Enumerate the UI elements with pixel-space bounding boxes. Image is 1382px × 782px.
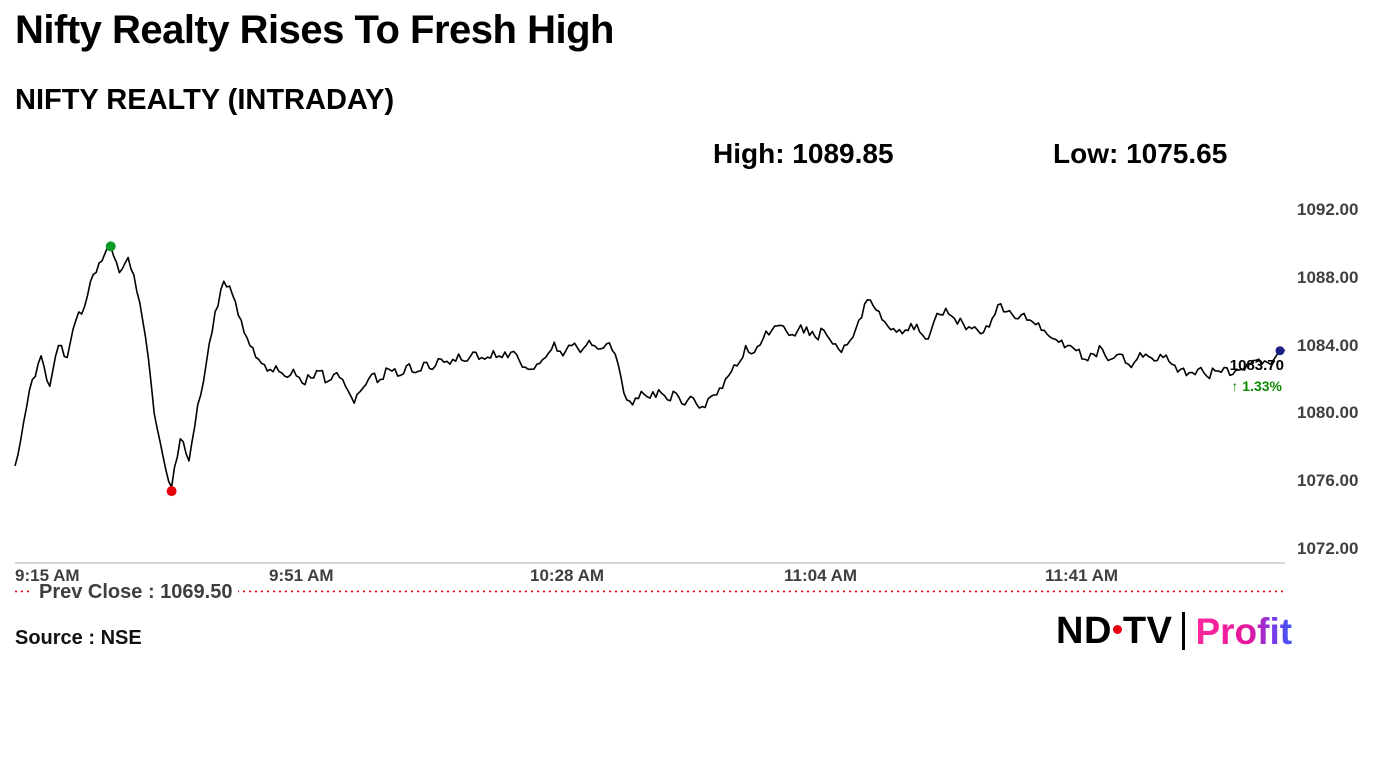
page-title: Nifty Realty Rises To Fresh High xyxy=(15,8,614,52)
low-label: Low: 1075.65 xyxy=(1053,138,1228,169)
y-tick-label: 1076.00 xyxy=(1297,471,1359,490)
x-tick-label: 10:28 AM xyxy=(530,566,605,585)
chart-subtitle: NIFTY REALTY (INTRADAY) xyxy=(15,84,395,116)
price-line xyxy=(14,245,1286,488)
last-marker xyxy=(1275,346,1285,356)
x-tick-label: 11:04 AM xyxy=(784,566,858,585)
ndtv-profit-logo: ND TV Profit xyxy=(1056,612,1292,650)
logo-separator-bar xyxy=(1182,612,1186,650)
last-change-label: ↑ 1.33% xyxy=(1231,378,1282,394)
high-marker xyxy=(105,241,116,252)
ndtv-red-dot-icon xyxy=(1112,624,1122,634)
prev-close-label: Prev Close : 1069.50 xyxy=(33,581,239,604)
profit-logo-text: Profit xyxy=(1195,610,1293,652)
y-tick-label: 1088.00 xyxy=(1297,268,1359,287)
y-tick-label: 1080.00 xyxy=(1297,403,1359,422)
high-label: High: 1089.85 xyxy=(713,138,894,169)
x-tick-label: 9:51 AM xyxy=(269,566,334,585)
y-tick-label: 1092.00 xyxy=(1297,200,1359,219)
y-tick-label: 1072.00 xyxy=(1297,539,1359,558)
source-label: Source : NSE xyxy=(15,627,142,649)
ndtv-logo-nd: ND xyxy=(1056,610,1112,652)
x-tick-label: 11:41 AM xyxy=(1045,566,1119,585)
low-marker xyxy=(166,486,177,497)
ndtv-logo-tv: TV xyxy=(1122,610,1173,652)
x-tick-label: 9:15 AM xyxy=(15,566,80,585)
y-tick-label: 1084.00 xyxy=(1297,336,1359,355)
ndtv-logo-text: ND TV xyxy=(1056,612,1172,650)
last-price-label: 1083.70 xyxy=(1229,357,1284,374)
